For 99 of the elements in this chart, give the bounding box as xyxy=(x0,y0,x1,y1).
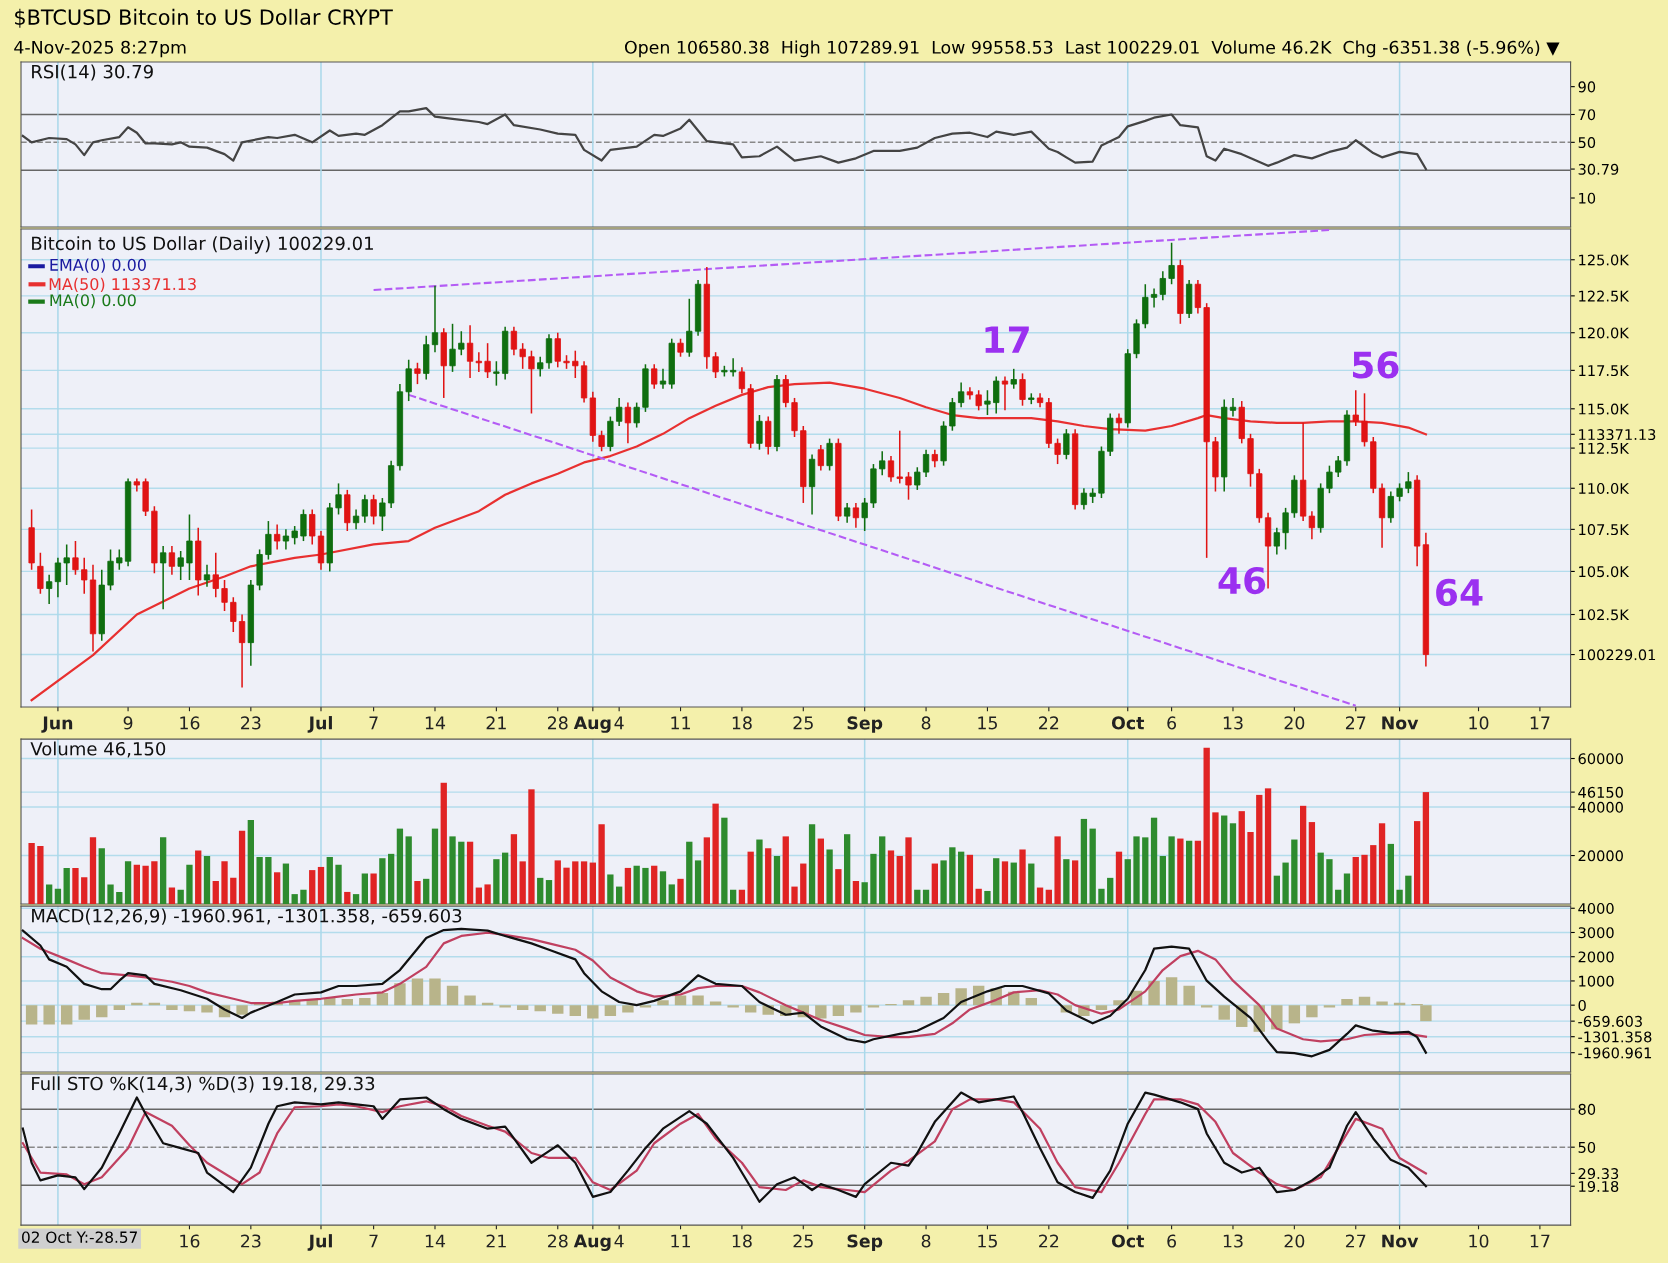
annotation: EMA(0) 0.00 xyxy=(50,258,146,273)
chart-title: RSI(14) 30.79 xyxy=(32,64,153,81)
y-tick-label: 1000 xyxy=(1579,975,1614,987)
y-tick-label: 120.0K xyxy=(1579,327,1630,339)
legend-label: MA(50) 113371.13 xyxy=(49,277,196,293)
x-tick-label: 16 xyxy=(180,716,200,730)
y-tick-label: 107.5K xyxy=(1579,524,1630,536)
x-tick-label: Oct xyxy=(1111,1234,1145,1248)
x-tick-label: 10 xyxy=(1469,716,1489,730)
x-tick-label: 21 xyxy=(486,1234,506,1248)
x-tick-label: 22 xyxy=(1039,1234,1059,1248)
y-tick-label: 80 xyxy=(1578,1103,1596,1115)
annotation: 56 xyxy=(1353,351,1399,379)
y-tick-label: 115.0K xyxy=(1579,403,1630,415)
x-tick-label: 25 xyxy=(793,716,813,730)
annotation: 46 xyxy=(1218,566,1266,595)
y-tick-label: 50 xyxy=(1578,1141,1596,1153)
x-tick-label: 21 xyxy=(486,716,506,730)
y-tick-label: 100229.01 xyxy=(1579,649,1656,661)
x-tick-label: 14 xyxy=(425,1234,446,1248)
x-tick-label: 18 xyxy=(732,1234,752,1248)
y-tick-label: 113371.13 xyxy=(1579,429,1656,441)
x-tick-label: 6 xyxy=(1167,1234,1177,1248)
chart-title: MACD(12,26,9) -1960.961, -1301.358, -659.603 xyxy=(32,908,462,925)
y-tick-label: 117.5K xyxy=(1579,365,1630,377)
y-tick-label: 70 xyxy=(1578,109,1596,121)
x-tick-label: 17 xyxy=(1530,1234,1550,1248)
x-tick-label: 13 xyxy=(1223,716,1243,730)
x-tick-label: Aug xyxy=(573,1234,611,1251)
y-tick-label: 110.0K xyxy=(1579,482,1630,495)
x-tick-label: 8 xyxy=(921,716,931,730)
y-tick-label: 122.5K xyxy=(1579,290,1630,302)
text: $BTCUSD Bitcoin to US Dollar CRYPT xyxy=(15,8,393,28)
x-tick-label: 23 xyxy=(241,716,261,730)
y-tick-label: 40000 xyxy=(1578,801,1623,813)
x-tick-label: 11 xyxy=(671,716,690,730)
x-tick-label: 11 xyxy=(671,1234,690,1248)
x-tick-label: 13 xyxy=(1223,1234,1243,1248)
y-tick-label: 0 xyxy=(1578,999,1586,1011)
x-tick-label: 27 xyxy=(1345,1234,1366,1248)
y-tick-label: 29.33 xyxy=(1578,1168,1619,1180)
x-tick-label: 20 xyxy=(1284,1234,1305,1248)
x-tick-label: 4 xyxy=(614,1234,624,1248)
y-tick-label: -1960.961 xyxy=(1578,1047,1652,1059)
x-tick-label: 7 xyxy=(369,1234,378,1248)
x-tick-label: 7 xyxy=(369,716,378,730)
x-tick-label: Nov xyxy=(1382,1234,1419,1248)
chart-title: Bitcoin to US Dollar (Daily) 100229.01 xyxy=(32,236,373,254)
y-tick-label: 10 xyxy=(1579,192,1596,204)
x-tick-label: Jul xyxy=(307,1234,332,1251)
y-tick-label: 90 xyxy=(1578,81,1596,93)
x-tick-label: 28 xyxy=(547,1234,568,1248)
chart-title: Full STO %K(14,3) %D(3) 19.18, 29.33 xyxy=(32,1076,375,1093)
x-tick-label: 16 xyxy=(180,1234,200,1248)
x-tick-label: 18 xyxy=(732,716,752,730)
y-tick-label: 46150 xyxy=(1578,786,1623,798)
y-tick-label: -659.603 xyxy=(1578,1015,1642,1027)
x-tick-label: 28 xyxy=(547,716,568,730)
y-tick-label: 3000 xyxy=(1578,927,1614,939)
y-tick-label: 2000 xyxy=(1578,951,1614,963)
x-tick-label: 22 xyxy=(1039,716,1059,730)
y-tick-label: 102.5K xyxy=(1579,609,1630,621)
annotation: 64 xyxy=(1436,578,1483,607)
y-tick-label: 19.18 xyxy=(1579,1180,1619,1192)
x-tick-label: 17 xyxy=(1530,716,1550,730)
x-tick-label: 20 xyxy=(1284,716,1305,730)
x-tick-label: Sep xyxy=(847,1234,883,1251)
x-tick-label: 25 xyxy=(793,1234,813,1248)
x-tick-label: 10 xyxy=(1469,1234,1489,1248)
y-tick-label: 105.0K xyxy=(1579,566,1630,578)
text: Open 106580.38 High 107289.91 Low 99558.53 Last 100229.01 Volume 46.2K Chg -6351.38 (-5.96%) ▼ xyxy=(624,40,1560,58)
x-tick-label: 8 xyxy=(921,1234,931,1248)
x-tick-label: 4 xyxy=(614,716,624,730)
y-tick-label: 60000 xyxy=(1578,753,1623,765)
y-tick-label: 50 xyxy=(1578,137,1596,149)
text: 02 Oct Y:-28.57 xyxy=(22,1231,137,1243)
x-tick-label: 27 xyxy=(1345,716,1366,730)
y-tick-label: 30.79 xyxy=(1578,163,1619,175)
y-tick-label: 125.0K xyxy=(1579,254,1630,266)
y-tick-label: -1301.358 xyxy=(1578,1031,1652,1043)
y-tick-label: 20000 xyxy=(1578,850,1623,862)
x-tick-label: 15 xyxy=(978,1234,997,1248)
x-tick-label: Jul xyxy=(307,716,332,733)
x-tick-label: 14 xyxy=(425,716,446,730)
x-tick-label: 6 xyxy=(1167,716,1177,730)
annotation: 17 xyxy=(985,326,1029,353)
annotation: MA(0) 0.00 xyxy=(50,293,136,309)
chart-title: Volume 46,150 xyxy=(30,741,166,758)
x-tick-label: 15 xyxy=(978,716,997,730)
x-tick-label: 9 xyxy=(123,716,133,730)
x-tick-label: Sep xyxy=(847,716,883,733)
y-tick-label: 4000 xyxy=(1578,902,1614,914)
x-tick-label: 23 xyxy=(241,1234,261,1248)
x-tick-label: Aug xyxy=(573,716,611,733)
x-tick-label: Nov xyxy=(1382,716,1419,730)
y-tick-label: 112.5K xyxy=(1579,442,1630,454)
text: 4-Nov-2025 8:27pm xyxy=(14,40,186,58)
x-tick-label: Jun xyxy=(41,716,73,733)
x-tick-label: Oct xyxy=(1111,716,1145,730)
